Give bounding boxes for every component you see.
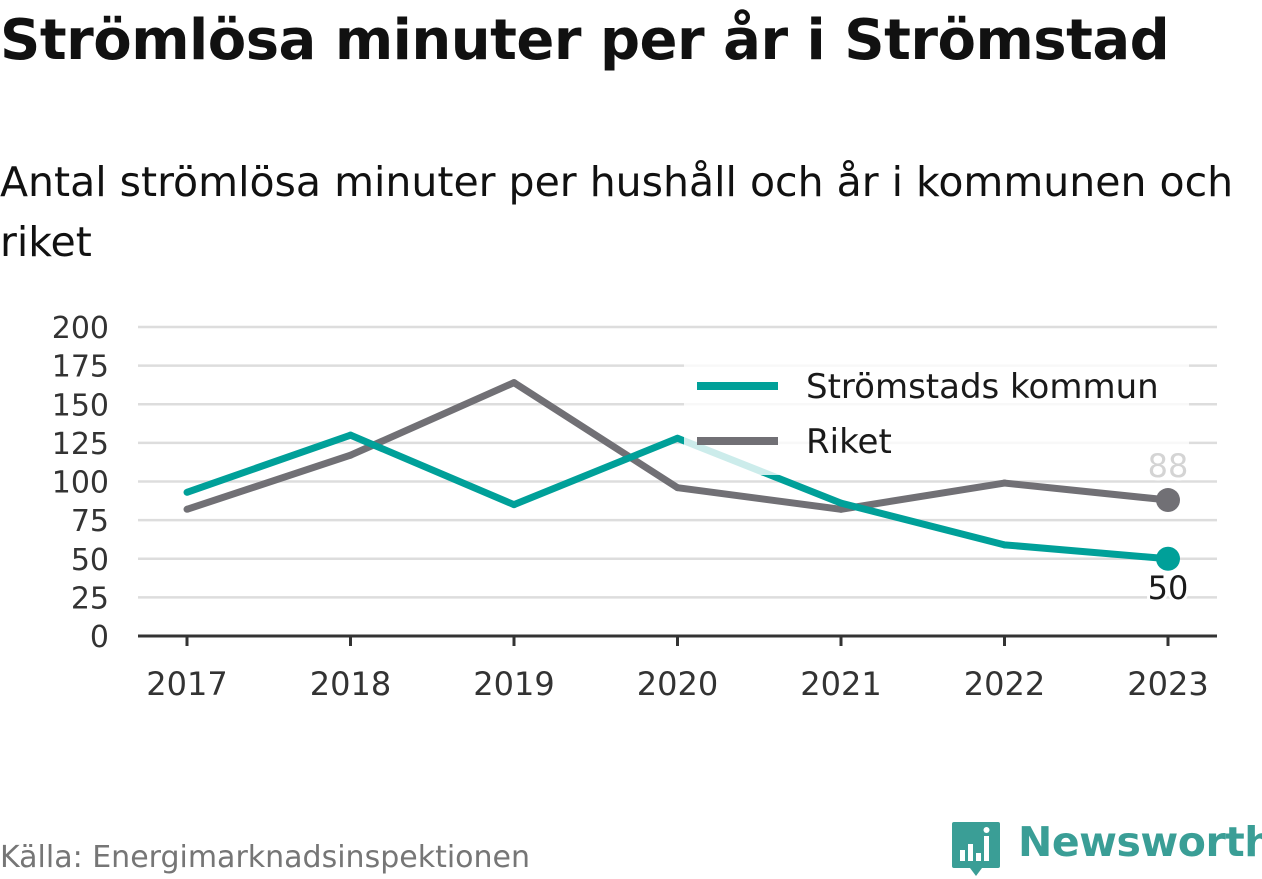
newsworthy-logo-icon	[952, 822, 1000, 876]
y-tick-label: 100	[52, 466, 109, 501]
data-point	[1001, 541, 1008, 549]
y-tick-label: 25	[71, 581, 109, 616]
data-point	[347, 431, 354, 439]
data-point	[1156, 488, 1180, 513]
source-note: Källa: Energimarknadsinspektionen	[0, 840, 531, 875]
chart-subtitle: Antal strömlösa minuter per hushåll och …	[0, 158, 1234, 266]
data-point	[183, 505, 191, 513]
y-tick-label: 200	[52, 311, 109, 346]
y-tick-label: 125	[52, 427, 109, 462]
legend: Strömstads kommun Riket	[684, 357, 1189, 475]
y-tick-label: 175	[52, 350, 109, 385]
x-tick-label: 2022	[964, 665, 1045, 703]
legend-background	[684, 357, 1189, 475]
y-tick-label: 50	[71, 543, 109, 578]
legend-label: Strömstads kommun	[806, 367, 1159, 407]
data-point	[1156, 546, 1180, 571]
x-axis	[138, 634, 1217, 646]
data-point	[837, 505, 845, 513]
data-point	[1001, 479, 1008, 487]
end-label-riket: 88	[1148, 447, 1189, 485]
data-point	[837, 499, 845, 507]
x-tick-label: 2017	[146, 665, 227, 703]
chart-title: Strömlösa minuter per år i Strömstad	[0, 8, 1170, 73]
y-tick-label: 75	[71, 504, 109, 539]
y-tick-label: 0	[90, 620, 109, 655]
x-tick-label: 2021	[800, 665, 881, 703]
x-tick-label: 2018	[310, 665, 391, 703]
data-point	[347, 451, 354, 459]
legend-label: Riket	[806, 422, 892, 462]
data-point	[510, 379, 518, 387]
end-label-stromstads-kommun: 50	[1148, 569, 1189, 607]
newsworthy-logo: Newsworthy	[950, 818, 1262, 878]
x-tick-label: 2019	[473, 665, 554, 703]
series-lines	[183, 379, 1180, 571]
end-labels: 88 50	[1145, 444, 1192, 610]
data-point	[183, 488, 191, 496]
x-tick-label: 2023	[1127, 665, 1208, 703]
data-point	[674, 484, 681, 492]
data-point	[510, 501, 518, 509]
data-point	[674, 434, 681, 442]
x-axis-ticks: 2017 2018 2019 2020 2021 2022 2023	[146, 665, 1208, 703]
y-tick-label: 150	[52, 388, 109, 423]
x-tick-label: 2020	[637, 665, 718, 703]
newsworthy-logo-text: Newsworthy	[1018, 818, 1262, 866]
